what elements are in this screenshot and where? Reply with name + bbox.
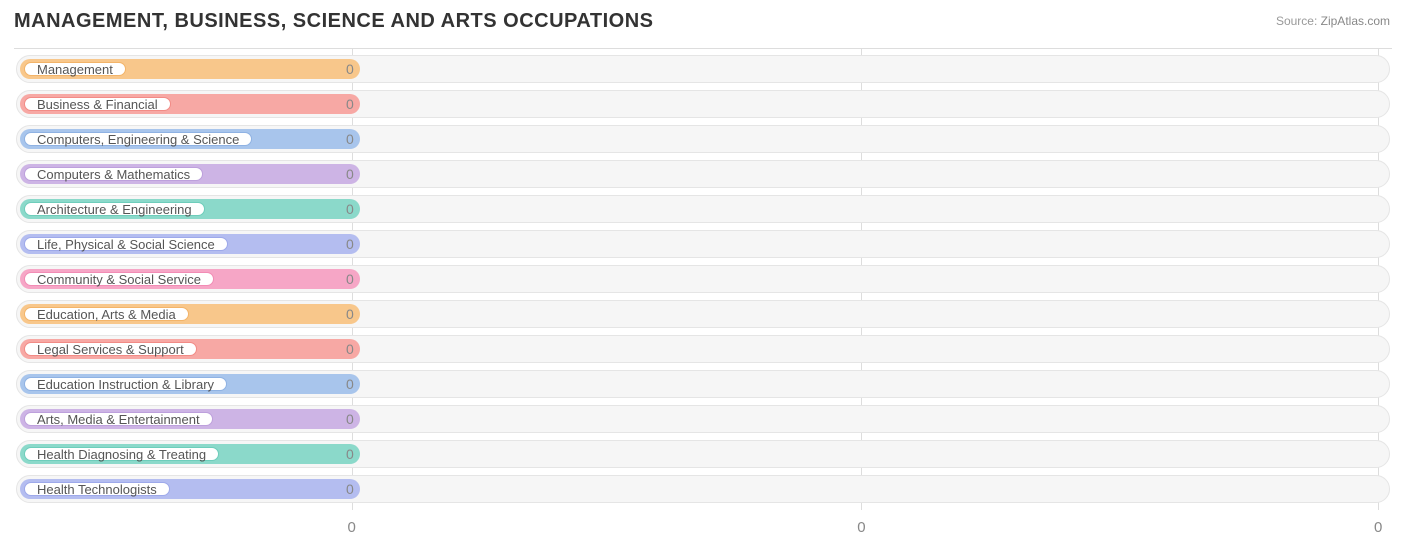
bar-track: Community & Social Service [16,265,1390,293]
x-tick-label: 0 [1374,519,1382,536]
bar-value: 0 [346,440,354,468]
bar-label: Business & Financial [24,97,171,111]
bar-label: Computers, Engineering & Science [24,132,252,146]
bar-track: Education Instruction & Library [16,370,1390,398]
bar-value: 0 [346,335,354,363]
bar-label: Arts, Media & Entertainment [24,412,213,426]
bar-track: Business & Financial [16,90,1390,118]
bar-label: Education, Arts & Media [24,307,189,321]
bar-value: 0 [346,370,354,398]
bar-label: Life, Physical & Social Science [24,237,228,251]
bar-track: Life, Physical & Social Science [16,230,1390,258]
bar-value: 0 [346,160,354,188]
chart-title: MANAGEMENT, BUSINESS, SCIENCE AND ARTS O… [14,10,653,33]
x-tick-label: 0 [347,519,355,536]
source-attribution: Source: ZipAtlas.com [1276,14,1390,28]
bar-track: Arts, Media & Entertainment [16,405,1390,433]
source-value: ZipAtlas.com [1321,14,1390,28]
bar-value: 0 [346,265,354,293]
bar-label: Health Diagnosing & Treating [24,447,219,461]
bar-value: 0 [346,90,354,118]
bar-label: Computers & Mathematics [24,167,203,181]
source-label: Source: [1276,14,1317,28]
chart-area: Management 0 Business & Financial 0 Computer… [14,48,1392,536]
bar-value: 0 [346,195,354,223]
bar-track: Education, Arts & Media [16,300,1390,328]
bar-value: 0 [346,300,354,328]
bar-track: Management [16,55,1390,83]
bar-track: Legal Services & Support [16,335,1390,363]
bar-label: Community & Social Service [24,272,214,286]
bar-track: Health Technologists [16,475,1390,503]
bar-value: 0 [346,405,354,433]
bar-track: Computers & Mathematics [16,160,1390,188]
bar-track: Health Diagnosing & Treating [16,440,1390,468]
bar-label: Architecture & Engineering [24,202,205,216]
bar-value: 0 [346,230,354,258]
bar-track: Computers, Engineering & Science [16,125,1390,153]
bar-label: Legal Services & Support [24,342,197,356]
plot-region: Management 0 Business & Financial 0 Computer… [14,48,1392,510]
occupations-chart-container: MANAGEMENT, BUSINESS, SCIENCE AND ARTS O… [0,0,1406,558]
bar-label: Education Instruction & Library [24,377,227,391]
bar-label: Health Technologists [24,482,170,496]
bar-value: 0 [346,475,354,503]
x-tick-label: 0 [857,519,865,536]
bar-label: Management [24,62,126,76]
bar-track: Architecture & Engineering [16,195,1390,223]
bar-value: 0 [346,125,354,153]
bar-value: 0 [346,55,354,83]
